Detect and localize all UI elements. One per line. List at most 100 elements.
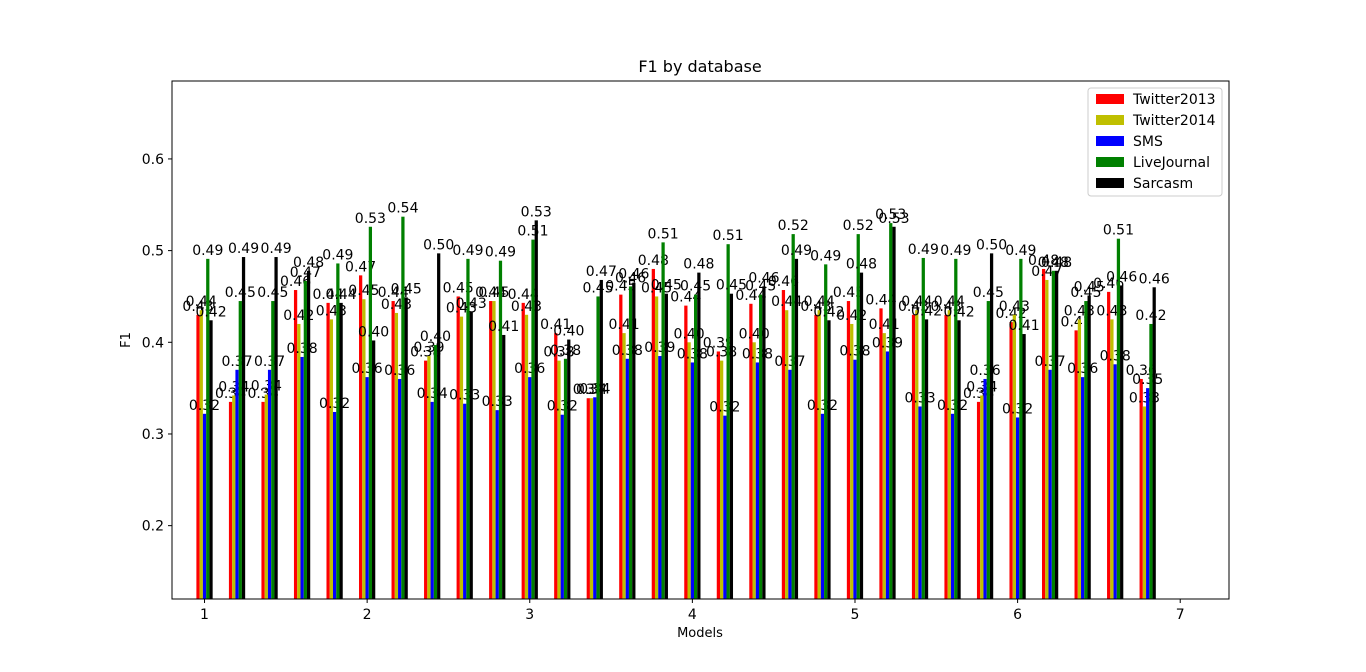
bar-twitter2014-3 (297, 323, 301, 599)
bar-sarcasm-8 (469, 312, 473, 599)
bar-twitter2014-24 (980, 395, 984, 599)
bar-sms-24 (983, 378, 987, 599)
data-label: 0.49 (192, 243, 223, 259)
bar-sarcasm-9 (502, 334, 506, 599)
data-label: 0.37 (254, 354, 285, 370)
bar-twitter2014-17 (752, 342, 756, 599)
legend-label-sarcasm: Sarcasm (1133, 176, 1193, 192)
bar-twitter2014-20 (850, 323, 854, 599)
data-label: 0.40 (553, 324, 584, 340)
data-label: 0.46 (615, 270, 646, 286)
data-label: 0.41 (540, 317, 571, 333)
x-tick-label: 1 (200, 607, 209, 623)
bar-livejournal-4 (336, 263, 340, 599)
bar-sms-1 (235, 369, 239, 599)
bar-sms-14 (658, 356, 662, 599)
data-label: 0.48 (683, 257, 714, 273)
data-label: 0.33 (482, 394, 513, 410)
data-label: 0.32 (319, 396, 350, 412)
bar-livejournal-24 (986, 301, 990, 599)
bar-sms-extra (1146, 388, 1150, 599)
bar-twitter2014-15 (687, 342, 691, 599)
data-label: 0.36 (384, 363, 415, 379)
data-label: 0.42 (813, 304, 844, 320)
bar-livejournal-3 (303, 280, 307, 599)
bar-twitter2013-9 (489, 301, 493, 599)
data-label: 0.37 (1035, 354, 1066, 370)
bar-livejournal-10 (531, 239, 535, 600)
data-label: 0.43 (800, 299, 831, 315)
data-label: 0.49 (228, 241, 259, 257)
data-label: 0.37 (774, 354, 805, 370)
bar-twitter2014-23 (947, 310, 951, 599)
bar-sms-12 (593, 397, 597, 599)
bar-twitter2014-extra (1142, 406, 1147, 599)
bar-sms-2 (267, 369, 272, 599)
data-label: 0.44 (378, 285, 409, 301)
bar-sarcasm-24 (989, 253, 994, 600)
bar-sms-13 (625, 358, 629, 599)
data-label: 0.39 (644, 340, 675, 356)
bar-twitter2013-24 (976, 401, 981, 599)
data-label: 0.53 (878, 211, 909, 227)
bar-twitter2013-1 (228, 401, 233, 599)
data-label: 0.34 (579, 381, 610, 397)
bar-livejournal-12 (596, 296, 600, 599)
bar-twitter2013-8 (456, 296, 460, 599)
legend-swatch-livejournal (1096, 157, 1124, 167)
bar-sarcasm-6 (404, 297, 408, 599)
bar-sarcasm-19 (827, 320, 831, 599)
data-label: 0.51 (1103, 223, 1134, 239)
plot-area: 0.430.440.320.490.420.340.340.370.450.49… (182, 201, 1170, 600)
bar-twitter2013-19 (814, 314, 818, 599)
bar-twitter2013-25 (1009, 322, 1013, 599)
data-label: 0.46 (748, 270, 779, 286)
x-axis-label: Models (677, 626, 723, 641)
bar-sarcasm-25 (1022, 334, 1026, 599)
data-label: 0.49 (908, 242, 939, 258)
bar-twitter2014-13 (622, 333, 626, 599)
data-label: 0.49 (322, 247, 353, 263)
bar-sarcasm-3 (306, 270, 311, 599)
bar-livejournal-8 (466, 258, 470, 599)
data-label: 0.38 (543, 345, 574, 361)
data-label: 0.44 (475, 285, 506, 301)
bar-twitter2013-5 (359, 275, 363, 599)
data-label: 0.54 (387, 201, 418, 217)
legend-label-twitter2013: Twitter2013 (1132, 92, 1216, 108)
bar-sarcasm-28 (1120, 285, 1124, 599)
bar-sms-23 (950, 413, 955, 599)
data-label: 0.32 (547, 399, 578, 415)
data-label: 0.46 (768, 274, 799, 290)
data-label: 0.46 (1093, 276, 1124, 292)
bar-sarcasm-18 (794, 258, 799, 599)
x-tick-label: 5 (851, 607, 860, 623)
data-label: 0.42 (1135, 308, 1166, 324)
bar-livejournal-15 (694, 294, 698, 599)
bar-twitter2014-25 (1012, 314, 1016, 599)
bar-livejournal-20 (856, 234, 860, 600)
bar-livejournal-19 (824, 264, 828, 599)
bar-sarcasm-23 (957, 320, 961, 599)
bar-sarcasm-21 (892, 226, 896, 599)
data-label: 0.36 (1126, 363, 1157, 379)
bar-sarcasm-12 (599, 279, 603, 599)
legend-label-sms: SMS (1133, 134, 1163, 150)
bar-twitter2013-7 (424, 360, 428, 599)
bar-sarcasm-10 (534, 220, 538, 600)
x-tick-label: 4 (688, 607, 697, 623)
bar-twitter2013-15 (684, 305, 688, 599)
data-label: 0.45 (225, 285, 256, 301)
bar-sms-10 (528, 377, 532, 599)
bar-livejournal-25 (1019, 258, 1023, 599)
bar-twitter2014-21 (882, 333, 886, 599)
data-label: 0.37 (221, 354, 252, 370)
data-label: 0.52 (778, 218, 809, 234)
bar-twitter2014-7 (427, 356, 431, 599)
bar-twitter2014-16 (720, 360, 724, 599)
bar-sms-19 (820, 413, 825, 599)
data-label: 0.38 (612, 343, 643, 359)
bar-livejournal-1 (238, 301, 242, 599)
bar-sms-15 (690, 362, 694, 599)
